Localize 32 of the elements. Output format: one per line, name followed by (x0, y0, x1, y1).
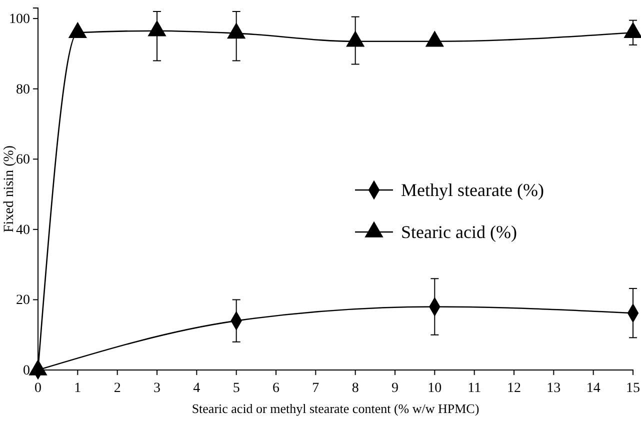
x-tick-label: 6 (272, 381, 280, 396)
legend-label: Methyl stearate (%) (401, 180, 544, 200)
x-axis-title: Stearic acid or methyl stearate content (% w/w HPMC) (192, 401, 480, 416)
x-tick-label: 1 (74, 381, 82, 396)
y-tick-label: 20 (16, 293, 30, 308)
point (346, 30, 365, 47)
point (148, 20, 166, 36)
x-tick-label: 0 (34, 381, 42, 396)
y-tick-label: 80 (16, 82, 30, 98)
legend-label: Stearic acid (%) (401, 222, 517, 242)
x-tick-label: 2 (114, 381, 121, 396)
point (68, 22, 87, 38)
x-tick-label: 12 (507, 381, 521, 396)
point (425, 30, 444, 47)
x-tick-label: 11 (468, 381, 482, 396)
x-tick-label: 14 (586, 381, 600, 396)
y-axis-title: Fixed nisin (%) (2, 145, 17, 233)
y-tick-label: 100 (9, 12, 30, 28)
x-tick-label: 10 (428, 381, 442, 396)
y-tick-label: 60 (16, 152, 30, 168)
x-tick-label: 4 (193, 381, 200, 396)
x-tick-label: 7 (312, 381, 320, 396)
x-tick-label: 9 (392, 381, 398, 396)
point (624, 22, 641, 38)
x-tick-label: 5 (232, 381, 240, 396)
point (227, 22, 246, 39)
x-tick-label: 8 (352, 381, 359, 396)
y-tick-label: 0 (23, 363, 30, 378)
x-tick-label: 13 (546, 381, 561, 396)
y-tick-label: 40 (16, 222, 30, 238)
x-tick-label: 15 (626, 381, 640, 396)
x-tick-label: 3 (154, 381, 160, 396)
